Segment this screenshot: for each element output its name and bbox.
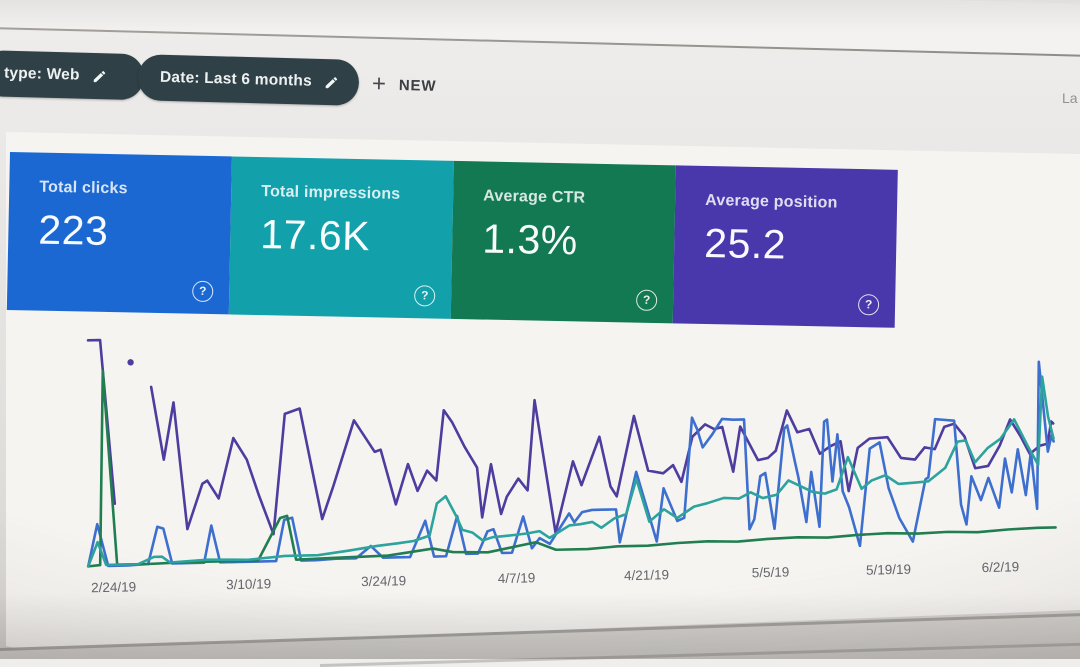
x-axis-label: 3/24/19 xyxy=(360,573,407,590)
metric-label: Total clicks xyxy=(39,178,128,198)
metric-card-average-ctr[interactable]: Average CTR 1.3% ? xyxy=(450,160,676,324)
metric-card-total-clicks[interactable]: Total clicks 223 ? xyxy=(6,152,232,315)
screen-bezel-line xyxy=(319,638,1080,667)
help-icon[interactable]: ? xyxy=(857,294,880,316)
x-axis-label: 6/2/19 xyxy=(981,559,1020,576)
metric-value: 1.3% xyxy=(481,215,579,264)
metric-value: 223 xyxy=(37,206,109,254)
search-type-filter-chip[interactable]: type: Web xyxy=(0,50,145,101)
metric-card-average-position[interactable]: Average position 25.2 ? xyxy=(672,165,898,328)
metric-cards-row: Total clicks 223 ? Total impressions 17.… xyxy=(6,152,898,328)
help-icon[interactable]: ? xyxy=(635,289,658,312)
x-axis-label: 5/19/19 xyxy=(865,561,912,578)
metric-card-total-impressions[interactable]: Total impressions 17.6K ? xyxy=(228,156,454,319)
metric-value: 25.2 xyxy=(703,219,787,268)
x-axis-label: 4/21/19 xyxy=(623,567,670,584)
help-icon[interactable]: ? xyxy=(192,280,214,303)
x-axis-label: 4/7/19 xyxy=(497,570,536,587)
edit-icon[interactable] xyxy=(324,75,339,90)
series-line-clicks xyxy=(86,360,1055,568)
metric-label: Average CTR xyxy=(483,187,586,207)
new-filter-label: NEW xyxy=(398,76,437,95)
plus-icon: + xyxy=(371,70,387,98)
top-menu-band xyxy=(0,0,1080,57)
series-line-average-position xyxy=(86,369,1057,568)
date-range-filter-label: Date: Last 6 months xyxy=(159,68,313,90)
new-filter-button[interactable]: + NEW xyxy=(371,68,437,102)
chart-canvas xyxy=(86,338,1057,568)
performance-chart: 2/24/19 3/10/19 3/24/19 4/7/19 4/21/19 5/5/19… xyxy=(75,314,1072,636)
x-axis-label: 3/10/19 xyxy=(225,576,272,593)
metric-value: 17.6K xyxy=(259,211,371,260)
metric-label: Average position xyxy=(704,191,838,212)
date-range-filter-chip[interactable]: Date: Last 6 months xyxy=(137,54,360,106)
metric-label: Total impressions xyxy=(261,183,401,203)
edit-icon[interactable] xyxy=(91,68,106,83)
x-axis-label: 5/5/19 xyxy=(751,564,790,581)
filter-bar: type: Web Date: Last 6 months + NEW xyxy=(0,50,1080,129)
series-dot-impressions xyxy=(127,359,134,366)
x-axis-label: 2/24/19 xyxy=(90,579,137,596)
series-line-ctr xyxy=(86,375,1055,568)
search-type-filter-label: type: Web xyxy=(3,64,80,84)
help-icon[interactable]: ? xyxy=(413,285,436,307)
last-updated-text-fragment: La xyxy=(1062,90,1078,106)
